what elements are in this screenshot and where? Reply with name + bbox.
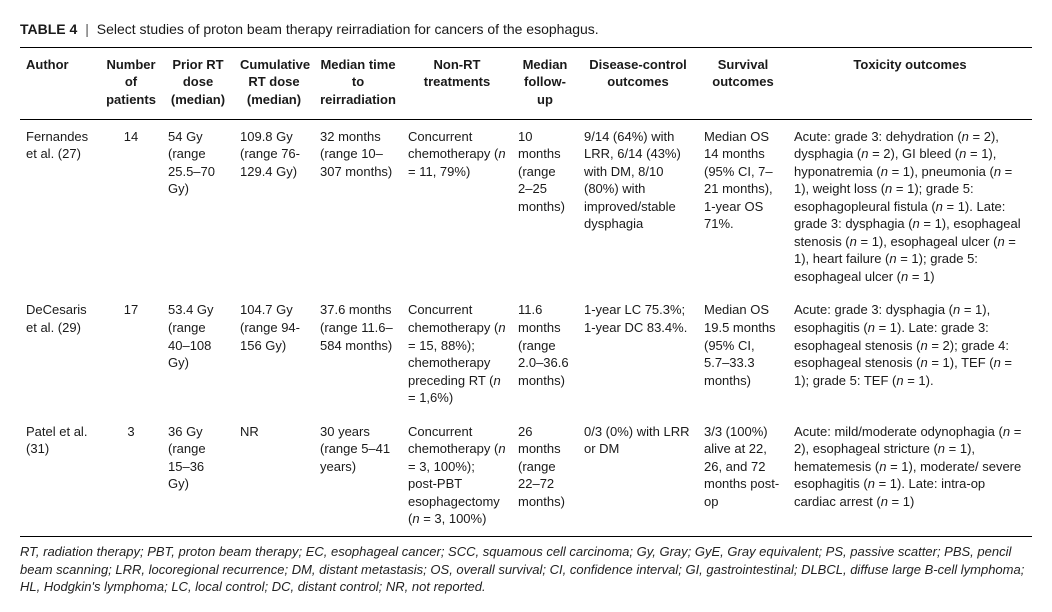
ref-link[interactable]: 27 — [62, 146, 76, 161]
cell-survival: Median OS 14 months (95% CI, 7–21 months… — [698, 119, 788, 293]
cell-toxicity: Acute: mild/moderate odynophagia (n = 2)… — [788, 415, 1032, 537]
cell-prior-rt: 53.4 Gy (range 40–108 Gy) — [162, 293, 234, 414]
studies-table: Author Number of patients Prior RT dose … — [20, 48, 1032, 537]
col-author: Author — [20, 48, 100, 119]
col-toxicity: Toxicity outcomes — [788, 48, 1032, 119]
cell-non-rt: Concurrent chemotherapy (n = 3, 100%); p… — [402, 415, 512, 537]
table-footnote: RT, radiation therapy; PBT, proton beam … — [20, 537, 1032, 596]
ref-link[interactable]: 31 — [30, 441, 44, 456]
caption-separator: | — [81, 21, 93, 37]
table-row: Patel et al. (31)336 Gy (range 15–36 Gy)… — [20, 415, 1032, 537]
col-num-patients: Number of patients — [100, 48, 162, 119]
cell-time-to-reirr: 37.6 months (range 11.6–584 months) — [314, 293, 402, 414]
table-body: Fernandes et al. (27)1454 Gy (range 25.5… — [20, 119, 1032, 536]
cell-disease-control: 0/3 (0%) with LRR or DM — [578, 415, 698, 537]
cell-num-patients: 14 — [100, 119, 162, 293]
cell-survival: 3/3 (100%) alive at 22, 26, and 72 month… — [698, 415, 788, 537]
cell-toxicity: Acute: grade 3: dehydration (n = 2), dys… — [788, 119, 1032, 293]
cell-cumulative-rt: 109.8 Gy (range 76-129.4 Gy) — [234, 119, 314, 293]
cell-cumulative-rt: 104.7 Gy (range 94-156 Gy) — [234, 293, 314, 414]
cell-num-patients: 3 — [100, 415, 162, 537]
cell-time-to-reirr: 32 months (range 10–307 months) — [314, 119, 402, 293]
table-4-container: TABLE 4 | Select studies of proton beam … — [20, 16, 1032, 596]
table-row: DeCesaris et al. (29)1753.4 Gy (range 40… — [20, 293, 1032, 414]
col-cumulative-rt: Cumulative RT dose (median) — [234, 48, 314, 119]
col-survival: Survival outcomes — [698, 48, 788, 119]
table-row: Fernandes et al. (27)1454 Gy (range 25.5… — [20, 119, 1032, 293]
table-label: TABLE 4 — [20, 21, 77, 37]
cell-toxicity: Acute: grade 3: dysphagia (n = 1), esoph… — [788, 293, 1032, 414]
cell-time-to-reirr: 30 years (range 5–41 years) — [314, 415, 402, 537]
cell-followup: 26 months (range 22–72 months) — [512, 415, 578, 537]
cell-prior-rt: 36 Gy (range 15–36 Gy) — [162, 415, 234, 537]
col-disease-control: Disease-control outcomes — [578, 48, 698, 119]
col-time-to-reirr: Median time to reirradiation — [314, 48, 402, 119]
col-followup: Median follow-up — [512, 48, 578, 119]
cell-disease-control: 1-year LC 75.3%; 1-year DC 83.4%. — [578, 293, 698, 414]
cell-followup: 11.6 months (range 2.0–36.6 months) — [512, 293, 578, 414]
cell-followup: 10 months (range 2–25 months) — [512, 119, 578, 293]
table-header: Author Number of patients Prior RT dose … — [20, 48, 1032, 119]
cell-survival: Median OS 19.5 months (95% CI, 5.7–33.3 … — [698, 293, 788, 414]
cell-author: Patel et al. (31) — [20, 415, 100, 537]
cell-disease-control: 9/14 (64%) with LRR, 6/14 (43%) with DM,… — [578, 119, 698, 293]
cell-author: DeCesaris et al. (29) — [20, 293, 100, 414]
cell-prior-rt: 54 Gy (range 25.5–70 Gy) — [162, 119, 234, 293]
col-non-rt: Non-RT treatments — [402, 48, 512, 119]
cell-num-patients: 17 — [100, 293, 162, 414]
cell-author: Fernandes et al. (27) — [20, 119, 100, 293]
table-title: Select studies of proton beam therapy re… — [97, 21, 599, 37]
ref-link[interactable]: 29 — [62, 320, 76, 335]
cell-non-rt: Concurrent chemotherapy (n = 11, 79%) — [402, 119, 512, 293]
col-prior-rt: Prior RT dose (median) — [162, 48, 234, 119]
cell-non-rt: Concurrent chemotherapy (n = 15, 88%); c… — [402, 293, 512, 414]
table-caption: TABLE 4 | Select studies of proton beam … — [20, 16, 1032, 48]
cell-cumulative-rt: NR — [234, 415, 314, 537]
